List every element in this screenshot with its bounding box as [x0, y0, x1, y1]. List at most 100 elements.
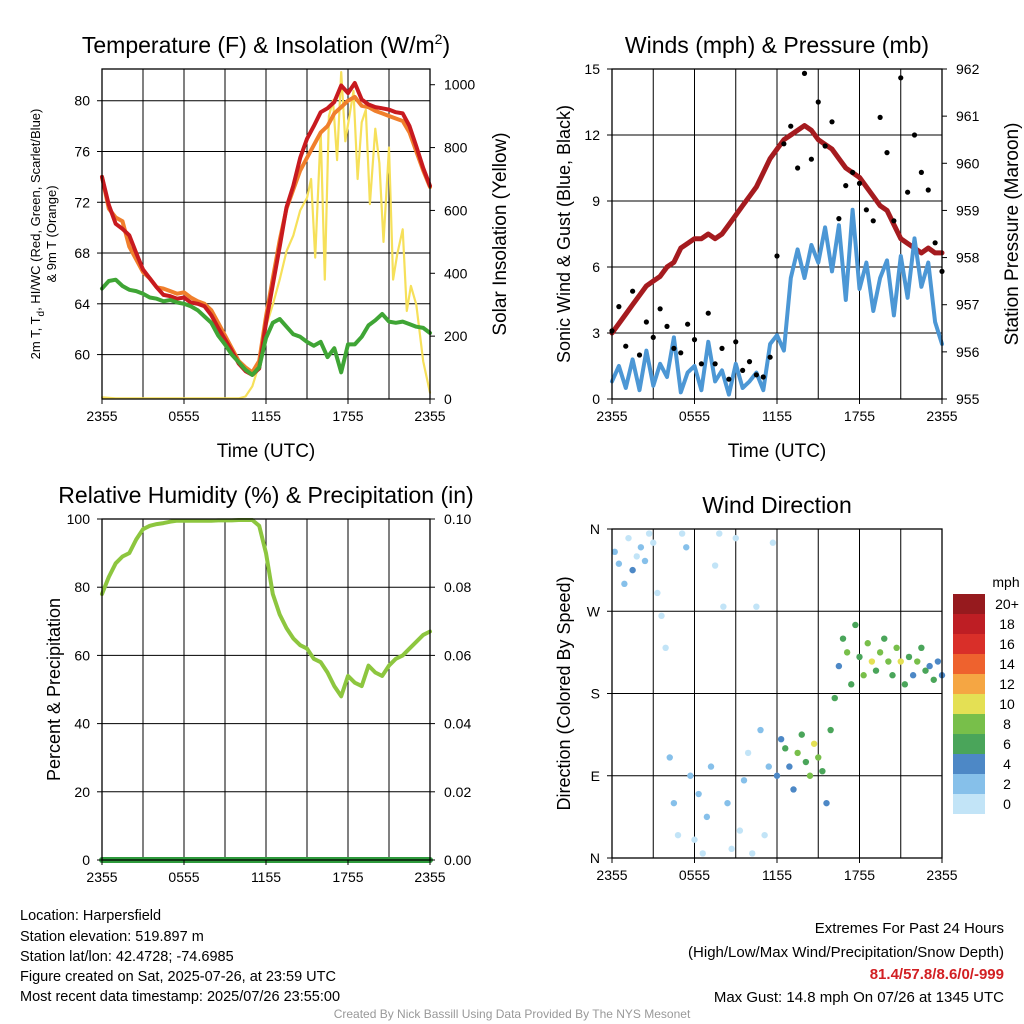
wind-direction-point [827, 726, 834, 734]
temp-xtick-label: 1755 [332, 408, 363, 424]
wind-direction-point [819, 767, 826, 775]
wind-direction-point [633, 553, 640, 560]
wind-ytick-label: 12 [584, 127, 600, 143]
wind-direction-point [905, 653, 913, 661]
rh-xtick-label: 1755 [332, 869, 363, 885]
speed-legend-label: 12 [999, 676, 1015, 692]
wind-direction-point [674, 831, 682, 839]
wind-direction-point [769, 539, 777, 546]
wind-xlabel: Time (UTC) [728, 441, 827, 462]
wind-gust-point [918, 169, 924, 175]
wind-direction-point [864, 640, 871, 647]
rh-ytick-label: 20 [74, 784, 90, 800]
wind-direction-point [868, 658, 876, 665]
wdir-ytick-label: E [591, 768, 600, 784]
speed-legend-title: mph [992, 574, 1019, 590]
wind-direction-point [852, 621, 859, 629]
temp-ylabel-line1: 2m T, Td, HI/WC (Red, Green, Scarlet/Blu… [28, 109, 47, 360]
wind-direction-point [815, 754, 822, 761]
temp-y2tick-label: 200 [444, 328, 468, 344]
wind-direction-point [909, 672, 917, 679]
wind-gust-point [746, 359, 753, 365]
extremes-subtitle: (High/Low/Max Wind/Precipitation/Snow De… [688, 944, 1004, 961]
wind-gust-point [664, 323, 670, 329]
temp-temp-line [100, 81, 432, 377]
wind-direction-point [728, 845, 735, 853]
wind-direction-point [641, 557, 649, 565]
wind-direction-point [744, 749, 752, 757]
max-gust-text: Max Gust: 14.8 mph On 07/26 at 1345 UTC [713, 989, 1004, 1006]
wind-gust-point [712, 361, 718, 367]
wind-gust-point [760, 374, 766, 380]
rh-xtick-label: 0555 [168, 869, 199, 885]
temp-ytick-label: 72 [74, 194, 90, 210]
wind-direction-point [611, 548, 618, 556]
speed-legend-label: 20+ [995, 596, 1019, 612]
speed-legend-swatch [953, 794, 985, 814]
wind-pressure-line [609, 123, 945, 336]
wind-direction-point [699, 850, 706, 857]
title-end: ) [442, 32, 450, 58]
wind-gust-point [753, 372, 759, 378]
speed-legend-swatch [953, 634, 985, 654]
speed-legend-swatch [953, 734, 985, 754]
credit-text: Created By Nick Bassill Using Data Provi… [333, 1007, 691, 1021]
rh-y2tick-label: 0.08 [444, 579, 471, 595]
wind-gust-point [698, 361, 704, 367]
wind-gust-point [843, 183, 849, 189]
wind-direction-point [711, 562, 719, 569]
wind-gust-point [856, 180, 863, 186]
speed-legend-label: 14 [999, 656, 1015, 672]
wind-direction-point [645, 530, 653, 537]
wind-gust-point [898, 75, 904, 81]
wind-gust-point [781, 141, 787, 147]
wdir-xtick-label: 1155 [762, 867, 792, 883]
wind-y2tick-label: 959 [956, 202, 980, 218]
wind-direction-point [625, 534, 632, 542]
wind-y2tick-label: 957 [956, 297, 980, 313]
ylabel-end: , HI/WC (Red, Green, Scarlet/Blue) [28, 109, 43, 311]
rh-xtick-label: 2355 [414, 869, 445, 885]
wind-gust-point [891, 218, 897, 224]
wind-gust-point [925, 187, 931, 193]
wind-xtick-label: 1155 [762, 408, 792, 424]
rh-ytick-label: 60 [74, 647, 90, 663]
wind-direction-point [881, 635, 888, 642]
rh-xtick-label: 2355 [86, 869, 117, 885]
wind-gust-point [795, 165, 801, 171]
extremes-values: 81.4/57.8/8.6/0/-999 [869, 966, 1004, 983]
speed-legend-label: 2 [1003, 776, 1011, 792]
wind-gust-point [801, 70, 808, 76]
wind-direction-point [691, 836, 698, 843]
wind-ytick-label: 0 [592, 391, 600, 407]
wind-direction-point [893, 644, 900, 652]
wind-chart: 2355 0555 1155 1755 235503691215955956957958… [554, 32, 1023, 462]
rh-xtick-label: 1155 [251, 869, 281, 885]
wind-direction-point [798, 731, 805, 738]
wind-direction-point [806, 772, 814, 779]
rh-y2tick-label: 0.02 [444, 784, 471, 800]
wind-direction-point [786, 763, 793, 770]
wind-gust-point [850, 169, 856, 175]
wdir-xtick-label: 0555 [679, 867, 710, 883]
speed-legend-swatch [953, 774, 985, 794]
wind-direction-point [678, 530, 686, 537]
wind-direction-point [662, 644, 669, 652]
wind-y2tick-label: 956 [956, 344, 980, 360]
temp-title: Temperature (F) & Insolation (W/m2) [82, 31, 450, 58]
temp-xtick-label: 2355 [86, 408, 117, 424]
wind-y2tick-label: 960 [956, 155, 980, 171]
wind-direction-point [876, 649, 884, 656]
wind-gust-point [636, 352, 643, 358]
wind-direction-point [736, 827, 744, 834]
wind-direction-point [835, 662, 843, 670]
wind-direction-point [889, 672, 896, 679]
temp-y2tick-label: 1000 [444, 77, 475, 93]
wind-direction-point [897, 658, 904, 665]
wind-direction-point [740, 777, 748, 784]
wind-direction-point [860, 672, 867, 679]
wind-gust-point [822, 143, 828, 149]
speed-legend-label: 16 [999, 636, 1015, 652]
